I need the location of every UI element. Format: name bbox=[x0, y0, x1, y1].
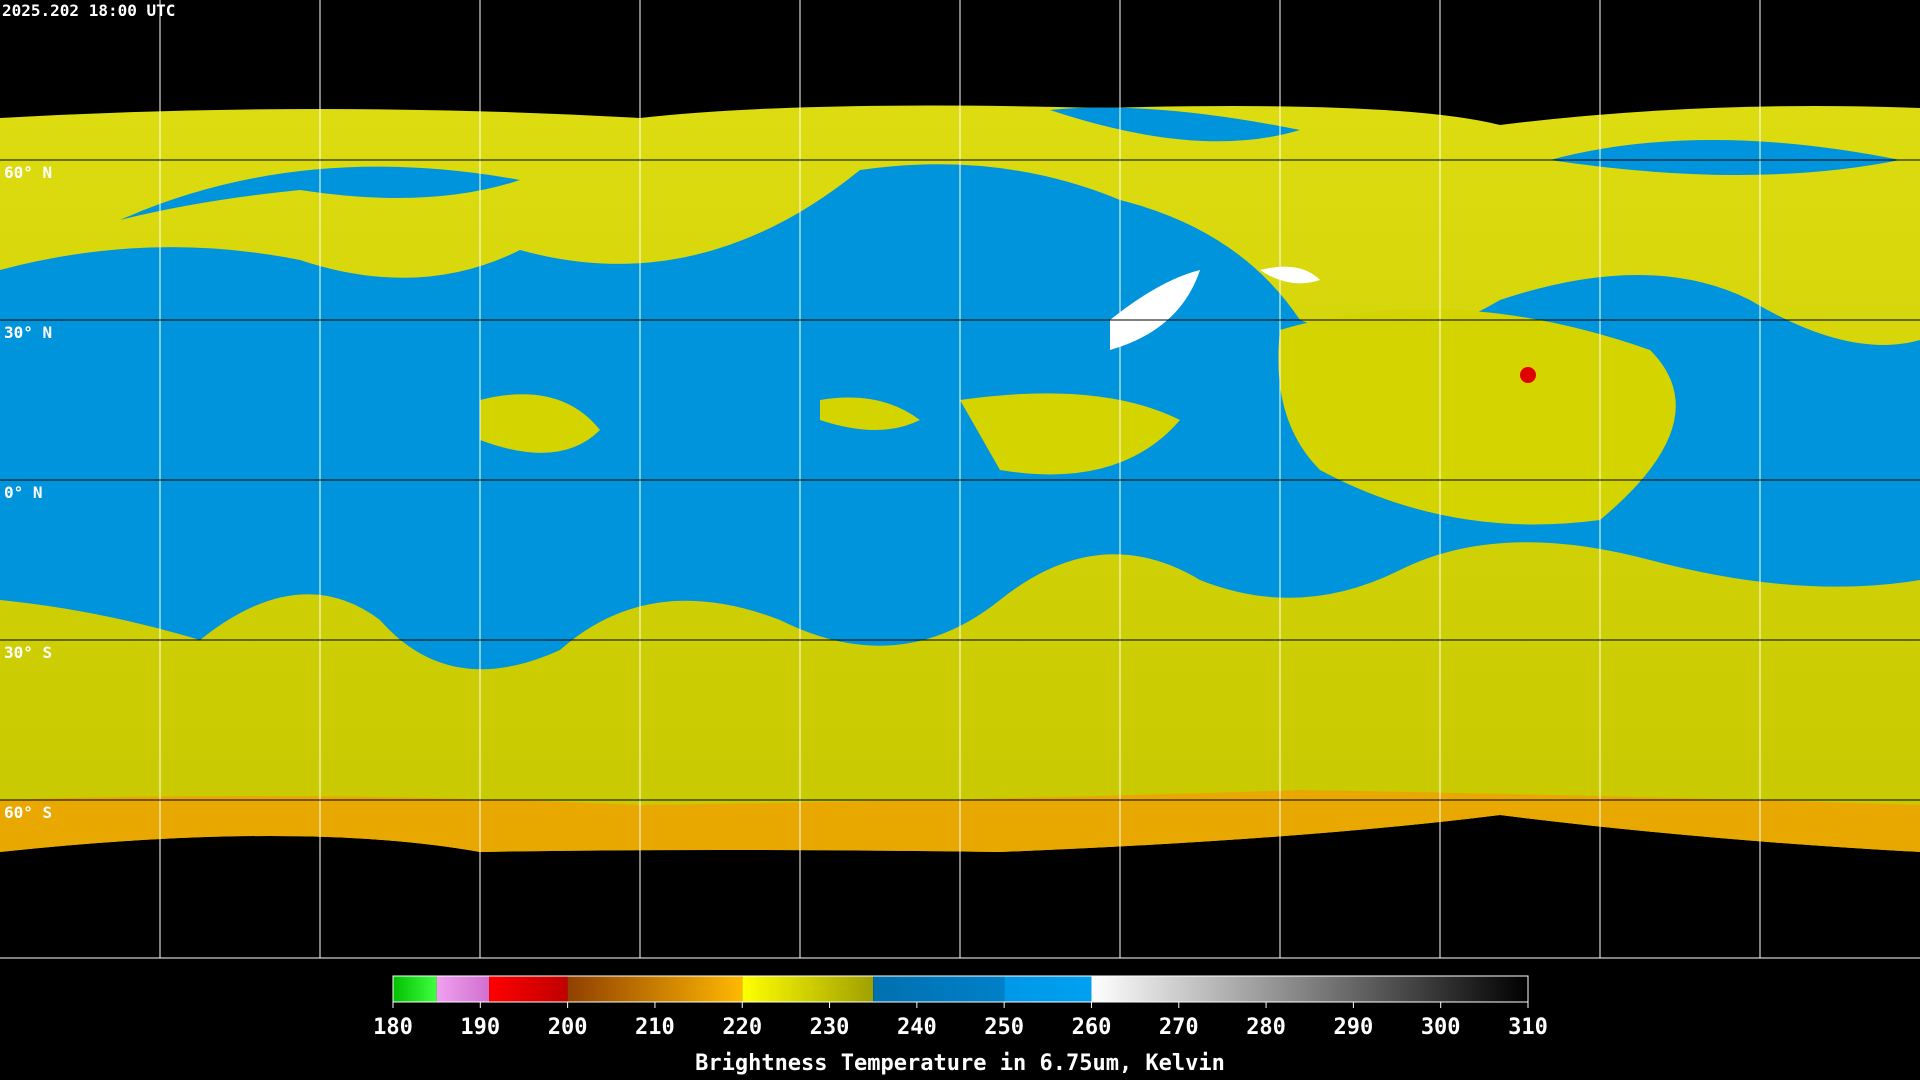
parallels bbox=[0, 159, 1920, 801]
colorbar-tick-label: 180 bbox=[373, 1015, 413, 1040]
colorbar-segment bbox=[1004, 976, 1092, 1002]
colorbar-segment bbox=[489, 976, 568, 1002]
colorbar-tick-label: 220 bbox=[722, 1015, 762, 1040]
very-dry-patch bbox=[1110, 266, 1320, 350]
timestamp: 2025.202 18:00 UTC bbox=[2, 1, 175, 20]
meridians bbox=[159, 0, 1761, 958]
colorbar-segment bbox=[1091, 976, 1528, 1002]
colorbar-segment bbox=[873, 976, 1005, 1002]
cold-cloud-top bbox=[1520, 367, 1536, 383]
colorbar-tick-label: 230 bbox=[810, 1015, 850, 1040]
colorbar-tick-label: 250 bbox=[984, 1015, 1024, 1040]
colorbar-segment bbox=[742, 976, 874, 1002]
colorbar-label: Brightness Temperature in 6.75um, Kelvin bbox=[695, 1051, 1225, 1076]
latitude-label: 30° S bbox=[4, 643, 52, 662]
colorbar-tick-label: 240 bbox=[897, 1015, 937, 1040]
colorbar-tick-label: 310 bbox=[1508, 1015, 1548, 1040]
latitude-label: 30° N bbox=[4, 323, 52, 342]
colorbar-tick-label: 200 bbox=[548, 1015, 588, 1040]
colorbar-tick-label: 210 bbox=[635, 1015, 675, 1040]
latitude-label: 0° N bbox=[4, 483, 43, 502]
colorbar-tick-label: 300 bbox=[1421, 1015, 1461, 1040]
colorbar-segment bbox=[436, 976, 490, 1002]
graticule bbox=[0, 0, 1920, 959]
colorbar-frame bbox=[392, 975, 1529, 1003]
colorbar-tick-label: 190 bbox=[460, 1015, 500, 1040]
colorbar-tick-label: 280 bbox=[1246, 1015, 1286, 1040]
convection bbox=[480, 309, 1676, 525]
colorbar-tick-label: 290 bbox=[1334, 1015, 1374, 1040]
latitude-labels: 60° N 30° N 0° N 30° S 60° S bbox=[4, 163, 52, 822]
colorbar-tick-label: 260 bbox=[1072, 1015, 1112, 1040]
latitude-label: 60° N bbox=[4, 163, 52, 182]
colorbar-tick-label: 270 bbox=[1159, 1015, 1199, 1040]
colorbar-segment bbox=[567, 976, 743, 1002]
colorbar-segment bbox=[393, 976, 437, 1002]
latitude-label: 60° S bbox=[4, 803, 52, 822]
